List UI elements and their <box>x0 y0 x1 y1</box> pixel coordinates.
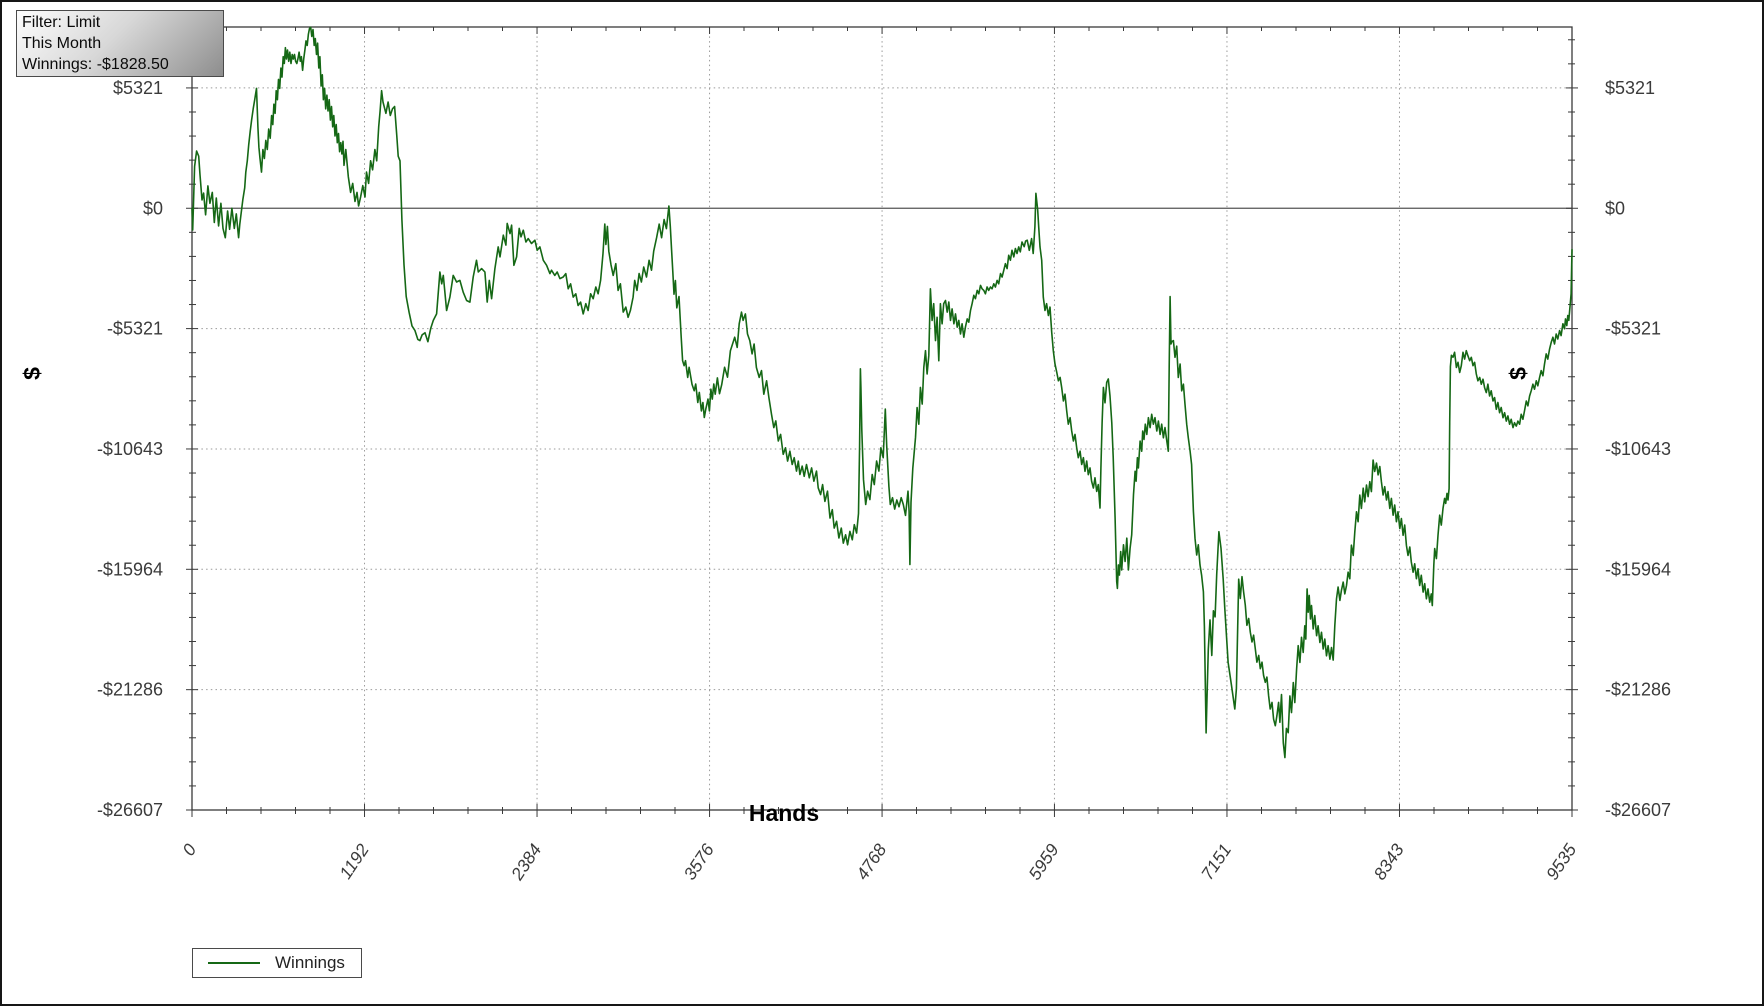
y-tick-label-left: -$15964 <box>97 559 163 579</box>
info-period-line: This Month <box>22 35 102 52</box>
y-tick-labels-left: $5321 $0 -$5321 -$10643 -$15964 -$21286 -$2660… <box>97 78 163 820</box>
y-tick-label-left: -$21286 <box>97 680 163 700</box>
legend-line-sample <box>208 962 260 964</box>
y-tick-label-left: -$5321 <box>107 319 163 339</box>
y-tick-label-left: -$26607 <box>97 800 163 820</box>
legend-series-label: Winnings <box>275 953 345 972</box>
y-tick-label-left: -$10643 <box>97 439 163 459</box>
y-tick-label-right: $5321 <box>1605 78 1655 98</box>
y-tick-label-right: -$5321 <box>1605 319 1661 339</box>
y-tick-label-left: $0 <box>143 198 163 218</box>
axis-frame <box>191 26 1573 811</box>
winnings-line <box>191 26 1573 759</box>
y-tick-labels-right: $5321 $0 -$5321 -$10643 -$15964 -$21286 -$2660… <box>1605 78 1671 820</box>
x-tick-labels: 0 1192 2384 3576 4768 5959 7151 8343 9535 <box>178 840 1580 885</box>
y-tick-label-right: -$10643 <box>1605 439 1671 459</box>
x-tick-label: 8343 <box>1369 840 1408 884</box>
x-tick-label: 0 <box>178 840 200 859</box>
y-tick-label-right: $0 <box>1605 198 1625 218</box>
legend: Winnings <box>192 948 362 978</box>
x-tick-label: 7151 <box>1197 840 1235 883</box>
info-filter-line: Filter: Limit <box>22 14 101 31</box>
x-tick-label: 5959 <box>1024 840 1063 884</box>
grid-lines <box>192 27 1572 810</box>
x-tick-label: 2384 <box>506 840 545 885</box>
x-tick-label: 9535 <box>1542 840 1581 884</box>
x-tick-label: 3576 <box>680 840 718 884</box>
y-tick-label-right: -$21286 <box>1605 680 1671 700</box>
y-axis-title-left: $ <box>18 367 45 380</box>
filter-info-box: Filter: Limit This Month Winnings: -$182… <box>16 10 224 77</box>
y-axis-title-right: $ <box>1504 367 1531 380</box>
x-tick-label: 4768 <box>852 840 890 884</box>
x-axis-title: Hands <box>748 800 820 826</box>
info-winnings-line: Winnings: -$1828.50 <box>22 56 169 73</box>
y-tick-label-right: -$26607 <box>1605 800 1671 820</box>
x-tick-label: 1192 <box>335 840 373 883</box>
y-tick-label-right: -$15964 <box>1605 559 1671 579</box>
y-tick-label-left: $5321 <box>113 78 163 98</box>
